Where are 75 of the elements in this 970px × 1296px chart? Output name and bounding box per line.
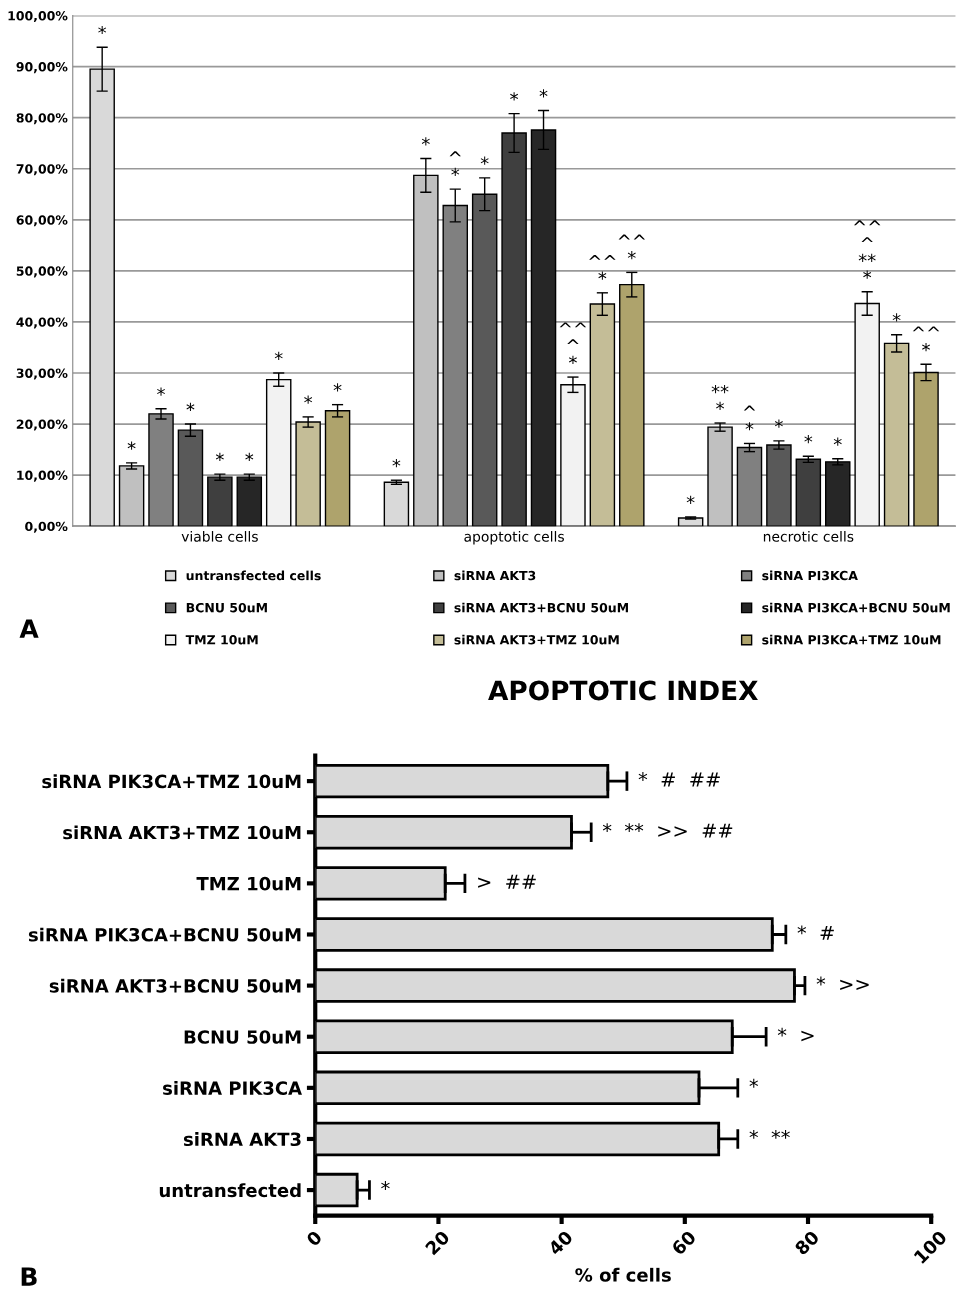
y-tick-label: 50,00% bbox=[16, 266, 68, 278]
data-label: * bbox=[333, 383, 342, 392]
y-tick-label: TMZ 10uM bbox=[196, 876, 301, 891]
data-label: ^^ * bbox=[618, 234, 646, 260]
data-label: * bbox=[245, 452, 254, 462]
y-tick-label: 60,00% bbox=[16, 215, 68, 227]
legend-label: untransfected cells bbox=[186, 570, 321, 581]
data-label: ^^ ^ * bbox=[559, 322, 587, 364]
data-label: * bbox=[186, 402, 195, 411]
legend-label: siRNA AKT3+BCNU 50uM bbox=[454, 602, 628, 613]
y-tick-label: siRNA AKT3 bbox=[183, 1132, 301, 1147]
x-tick-label: 40 bbox=[547, 1229, 574, 1256]
data-label: * bbox=[804, 434, 813, 444]
y-tick-label: 0,00% bbox=[25, 521, 68, 533]
data-label: * bbox=[127, 441, 136, 450]
data-label: * # ## bbox=[638, 772, 720, 787]
data-label: * bbox=[215, 452, 224, 462]
x-tick-label: 80 bbox=[793, 1229, 820, 1256]
y-tick-label: siRNA PIK3CA+TMZ 10uM bbox=[42, 774, 301, 789]
data-label: * bbox=[774, 419, 783, 428]
data-label: ^ * bbox=[743, 405, 756, 431]
data-label: * bbox=[892, 313, 901, 322]
legend-label: siRNA AKT3 bbox=[454, 570, 536, 581]
data-label: * bbox=[304, 395, 313, 404]
y-tick-label: untransfected bbox=[159, 1183, 301, 1198]
y-tick-label: siRNA PIK3CA bbox=[163, 1080, 302, 1095]
y-tick-label: siRNA PIK3CA+BCNU 50uM bbox=[28, 927, 301, 942]
x-tick-label: 20 bbox=[424, 1229, 451, 1256]
data-label: > ## bbox=[478, 874, 536, 889]
data-label: * bbox=[749, 1078, 759, 1088]
y-tick-label: 100,00% bbox=[8, 11, 68, 23]
y-tick-label: 40,00% bbox=[16, 317, 68, 329]
x-tick-label: necrotic cells bbox=[763, 531, 854, 542]
y-tick-label: 30,00% bbox=[16, 368, 68, 380]
y-tick-label: 20,00% bbox=[16, 419, 68, 431]
legend-label: siRNA AKT3+TMZ 10uM bbox=[454, 634, 619, 645]
data-label: * bbox=[392, 458, 401, 468]
data-label: * bbox=[539, 89, 548, 98]
data-label: * bbox=[480, 156, 489, 165]
legend-label: siRNA PI3KCA+TMZ 10uM bbox=[762, 634, 941, 645]
y-tick-label: siRNA AKT3+BCNU 50uM bbox=[49, 978, 301, 993]
y-tick-label: 70,00% bbox=[16, 164, 68, 176]
data-label: * bbox=[421, 137, 430, 146]
legend-label: siRNA PI3KCA+BCNU 50uM bbox=[762, 602, 950, 613]
data-label: * ** bbox=[749, 1129, 790, 1139]
y-tick-label: 90,00% bbox=[16, 62, 68, 74]
legend-label: siRNA PI3KCA bbox=[762, 570, 858, 581]
x-tick-label: 60 bbox=[670, 1229, 697, 1256]
y-tick-label: 80,00% bbox=[16, 113, 68, 125]
data-label: * > bbox=[777, 1027, 814, 1042]
data-label: ^^ * bbox=[912, 326, 940, 352]
y-tick-label: BCNU 50uM bbox=[184, 1030, 301, 1044]
x-axis-title: % of cells bbox=[575, 1267, 671, 1282]
text: A bbox=[19, 619, 39, 638]
data-label: * bbox=[157, 387, 165, 396]
data-label: * # bbox=[797, 925, 834, 940]
data-label: * bbox=[98, 25, 107, 35]
x-tick-label: apoptotic cells bbox=[464, 531, 564, 545]
text: B bbox=[21, 1267, 37, 1286]
data-label: ^^ * bbox=[589, 254, 616, 280]
y-tick-label: 10,00% bbox=[17, 470, 68, 482]
data-label: ** * bbox=[711, 384, 729, 410]
data-label: * >> bbox=[816, 976, 869, 991]
data-label: * ** >> ## bbox=[602, 823, 733, 838]
data-label: ^ * bbox=[449, 151, 461, 177]
data-label: * bbox=[686, 495, 695, 504]
data-label: * bbox=[510, 92, 519, 101]
data-label: ^^ ^ ** * bbox=[853, 220, 881, 279]
y-tick-label: siRNA AKT3+TMZ 10uM bbox=[63, 825, 301, 840]
data-label: * bbox=[274, 351, 283, 360]
x-tick-label: 0 bbox=[305, 1229, 323, 1247]
x-tick-label: viable cells bbox=[181, 531, 258, 542]
chart-title: APOPTOTIC INDEX bbox=[488, 680, 758, 701]
data-label: * bbox=[381, 1181, 390, 1190]
data-label: * bbox=[833, 437, 842, 446]
